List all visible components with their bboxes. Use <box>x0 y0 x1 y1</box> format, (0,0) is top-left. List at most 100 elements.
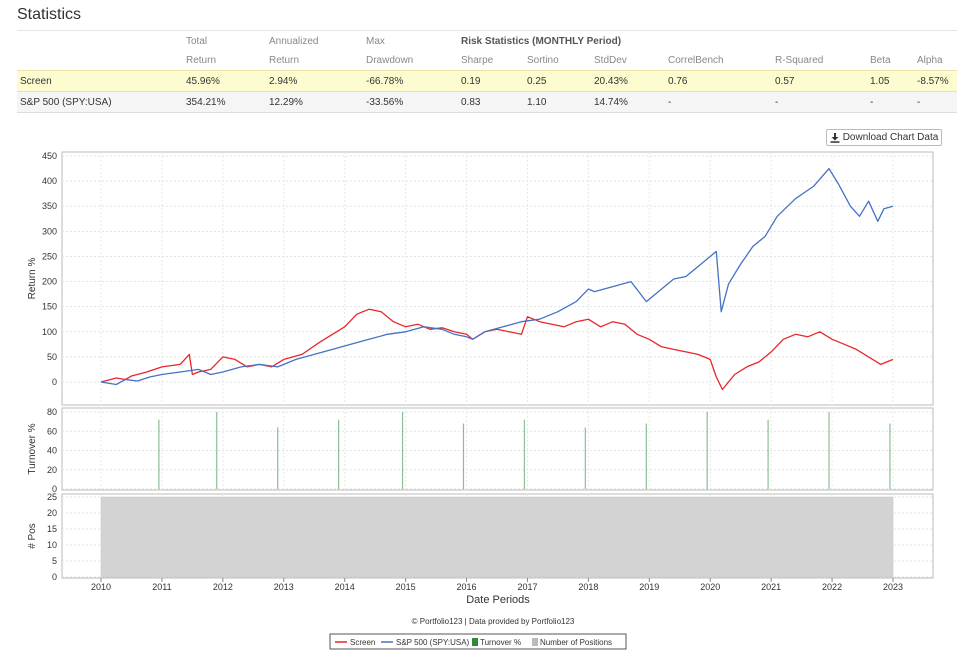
cell-beta: - <box>867 91 914 113</box>
row-name: Screen <box>17 70 183 92</box>
y-tick-label: 300 <box>42 226 57 236</box>
turnover-bar <box>767 419 769 489</box>
header-risk-statistics: Risk Statistics (MONTHLY Period) <box>461 36 622 47</box>
cell-annualized-return: 12.29% <box>266 91 363 113</box>
cell-annualized-return: 2.94% <box>266 70 363 92</box>
turnover-bar <box>889 423 891 489</box>
turnover-bar <box>216 412 218 489</box>
return-chart-panel: 0 50 100 150 200 250 300 350 400 450 Return % <box>27 151 934 406</box>
header-return: Return <box>186 55 217 66</box>
header-drawdown: Drawdown <box>366 55 414 66</box>
header-alpha: Alpha <box>917 55 943 66</box>
x-tick-label: 2013 <box>274 582 294 592</box>
x-tick-label: 2020 <box>700 582 720 592</box>
turnover-bar <box>706 412 708 489</box>
legend-label: S&P 500 (SPY:USA) <box>396 638 470 647</box>
y-tick-label: 25 <box>47 492 57 502</box>
statistics-table: Total Annualized Max Risk Statistics (MO… <box>17 32 957 113</box>
chart-legend: Screen S&P 500 (SPY:USA) Turnover % Number … <box>329 633 627 650</box>
header-stddev: StdDev <box>594 55 627 66</box>
turnover-bar <box>645 423 647 489</box>
header-annualized: Annualized <box>269 36 319 47</box>
x-axis: 2010 2011 2012 2013 2014 2015 2016 2017 2018 2019… <box>91 578 903 592</box>
y-tick-label: 10 <box>47 540 57 550</box>
download-chart-data-button[interactable]: Download Chart Data <box>826 129 942 146</box>
y-tick-label: 0 <box>52 377 57 387</box>
y-tick-label: 50 <box>47 352 57 362</box>
stats-header-row-1: Total Annualized Max Risk Statistics (MO… <box>17 32 957 51</box>
y-tick-label: 350 <box>42 201 57 211</box>
y-axis-title: Turnover % <box>27 423 38 474</box>
legend-swatch <box>532 638 538 646</box>
x-tick-label: 2017 <box>517 582 537 592</box>
y-tick-label: 0 <box>52 572 57 582</box>
positions-chart-panel: 0 5 10 15 20 25 # Pos <box>27 492 934 582</box>
header-max: Max <box>366 36 385 47</box>
turnover-bar <box>523 419 526 489</box>
cell-stddev: 20.43% <box>591 70 665 92</box>
turnover-bar <box>462 423 465 489</box>
title-divider <box>17 30 957 31</box>
x-tick-label: 2011 <box>152 582 171 592</box>
y-tick-label: 400 <box>42 176 57 186</box>
cell-max-drawdown: -33.56% <box>363 91 458 113</box>
table-row: S&P 500 (SPY:USA) 354.21% 12.29% -33.56%… <box>17 91 957 113</box>
x-tick-label: 2015 <box>396 582 416 592</box>
x-tick-label: 2010 <box>91 582 111 592</box>
x-tick-label: 2012 <box>213 582 233 592</box>
y-tick-label: 150 <box>42 302 57 312</box>
header-beta: Beta <box>870 55 891 66</box>
y-tick-label: 40 <box>47 446 57 456</box>
y-tick-label: 100 <box>42 327 57 337</box>
x-tick-label: 2016 <box>457 582 477 592</box>
legend-swatch <box>472 638 478 646</box>
cell-stddev: 14.74% <box>591 91 665 113</box>
legend-label: Number of Positions <box>540 638 612 647</box>
x-tick-label: 2018 <box>578 582 598 592</box>
cell-alpha: -8.57% <box>914 70 957 92</box>
y-tick-label: 80 <box>47 407 57 417</box>
y-axis-title: # Pos <box>27 523 38 549</box>
y-tick-label: 60 <box>47 426 57 436</box>
cell-sortino: 1.10 <box>524 91 591 113</box>
download-icon <box>830 132 840 143</box>
x-tick-label: 2019 <box>639 582 659 592</box>
y-tick-label: 200 <box>42 277 57 287</box>
cell-beta: 1.05 <box>867 70 914 92</box>
sp500-series-line <box>100 167 894 386</box>
y-tick-label: 20 <box>47 465 57 475</box>
screen-series-line <box>100 308 894 391</box>
x-tick-label: 2021 <box>761 582 781 592</box>
cell-sharpe: 0.19 <box>458 70 524 92</box>
x-tick-label: 2014 <box>335 582 355 592</box>
cell-r-squared: 0.57 <box>772 70 867 92</box>
cell-correlbench: - <box>665 91 772 113</box>
y-tick-label: 450 <box>42 151 57 161</box>
turnover-bar <box>158 419 160 489</box>
y-tick-label: 0 <box>52 484 57 494</box>
cell-correlbench: 0.76 <box>665 70 772 92</box>
footer-credit: © Portfolio123 | Data provided by Portfo… <box>412 617 575 626</box>
cell-max-drawdown: -66.78% <box>363 70 458 92</box>
turnover-bar <box>584 427 586 489</box>
positions-area <box>100 496 894 578</box>
panel-frame <box>61 151 934 406</box>
x-tick-label: 2023 <box>883 582 903 592</box>
header-correlbench: CorrelBench <box>668 55 724 66</box>
header-total: Total <box>186 36 208 47</box>
legend-label: Screen <box>350 638 375 647</box>
legend-label: Turnover % <box>480 638 521 647</box>
y-tick-label: 250 <box>42 251 57 261</box>
header-return-annualized: Return <box>269 55 300 66</box>
table-row: Screen 45.96% 2.94% -66.78% 0.19 0.25 20… <box>17 70 957 92</box>
x-axis-title: Date Periods <box>466 594 530 606</box>
cell-total-return: 45.96% <box>183 70 266 92</box>
cell-total-return: 354.21% <box>183 91 266 113</box>
stats-header-row-2: Return Return Drawdown Sharpe Sortino St… <box>17 51 957 71</box>
y-axis-title: Return % <box>27 258 38 300</box>
download-button-label: Download Chart Data <box>842 132 939 143</box>
cell-r-squared: - <box>772 91 867 113</box>
panel-frame <box>61 407 934 491</box>
cell-sharpe: 0.83 <box>458 91 524 113</box>
